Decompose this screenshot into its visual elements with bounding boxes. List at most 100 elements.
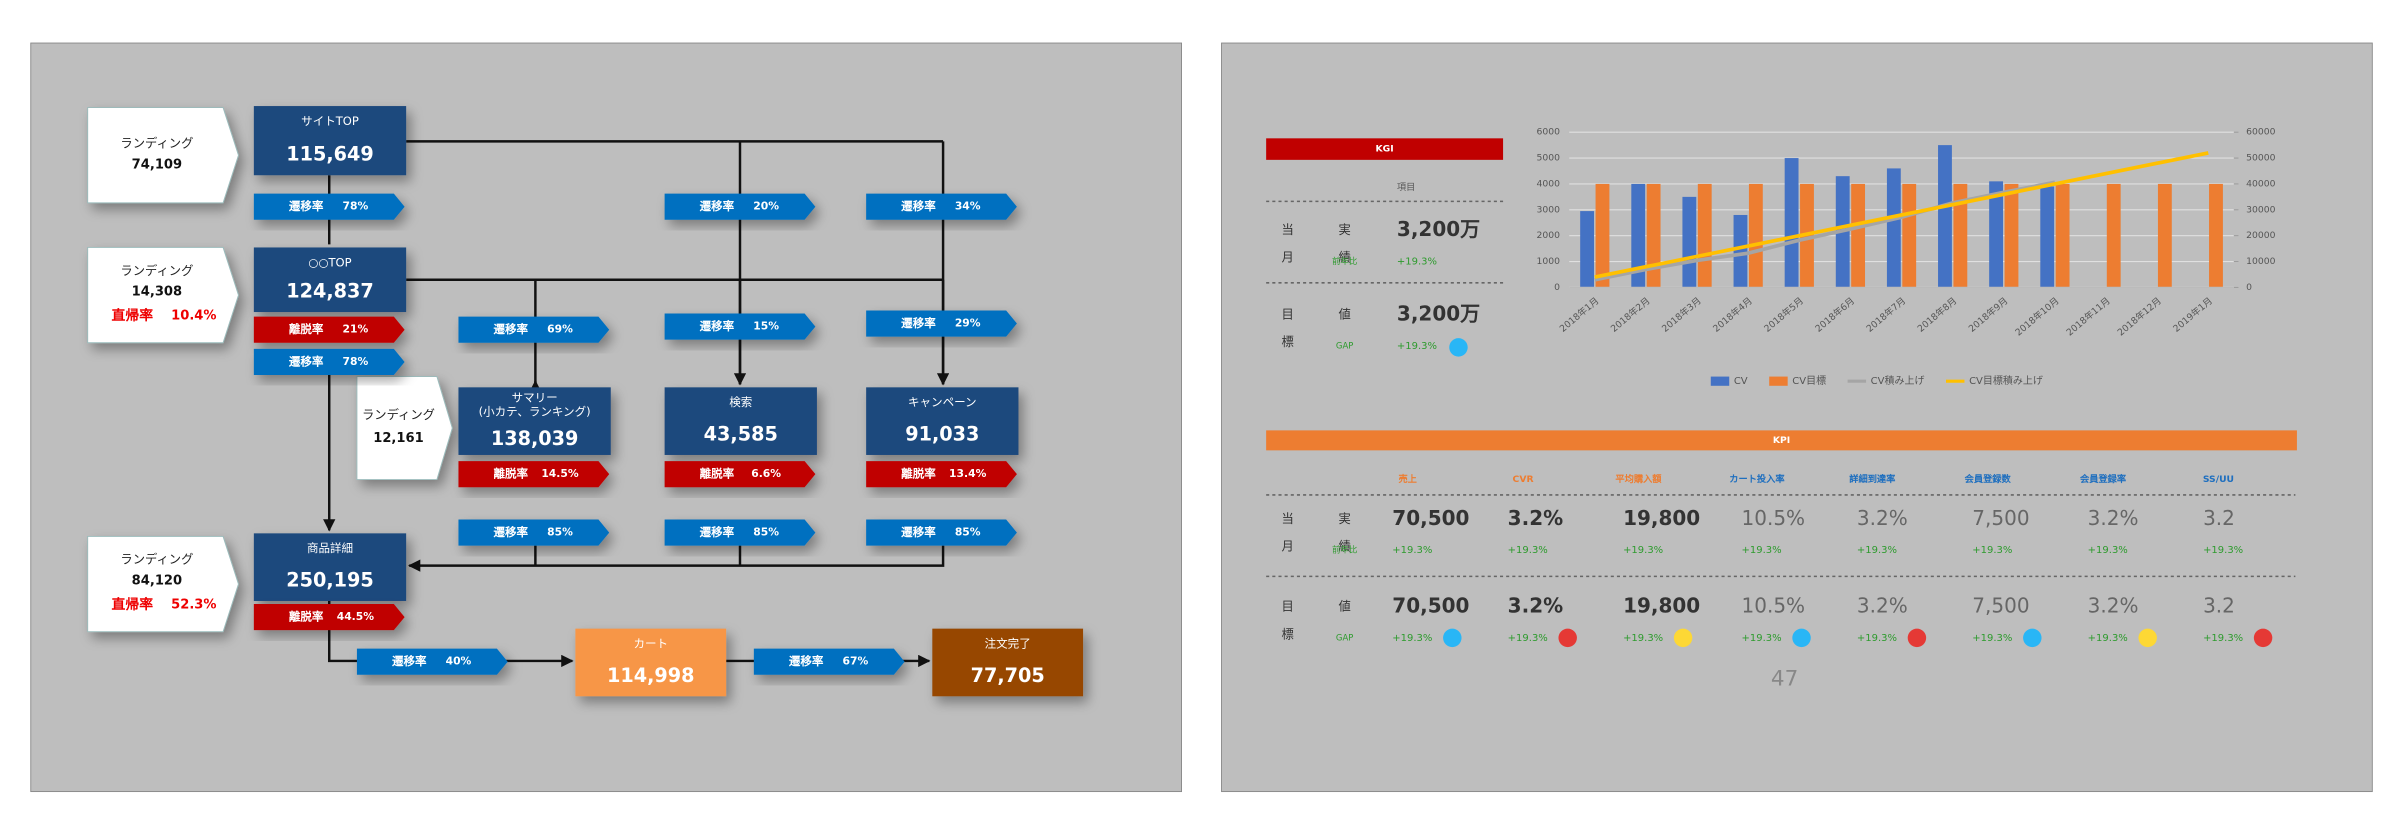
page-value: 124,837 [286,280,374,303]
kpi-value: 3.2% [2088,506,2139,530]
bar [2106,183,2121,288]
y2-tick-label: 30000 [2246,204,2275,215]
y-tick-label: 3000 [1537,204,1561,215]
page-value: 77,705 [971,664,1045,687]
kpi-sub: +19.3% [2088,633,2128,644]
rate-chevron [458,519,610,546]
rate-value: 34% [955,200,981,213]
bar [2055,183,2070,288]
page-box [253,533,407,601]
page-box [575,628,727,697]
rate-chevron [253,193,405,220]
period: 目 [1282,308,1294,322]
kgi-value: 3,200万 [1397,217,1480,241]
bar [1733,214,1748,288]
rate-chevron [866,193,1017,220]
bar [1851,183,1866,288]
sub-label: GAP [1336,632,1353,642]
rate-label: 離脱率 [901,467,936,481]
period: 標 [1282,627,1294,641]
rate-label: 遷移率 [493,525,528,539]
y2-tick-label: 50000 [2246,153,2275,164]
rate-value: 20% [753,200,779,213]
row-label: 績 [1338,540,1350,554]
kpi-value: 3.2% [2088,594,2139,618]
row-label: 績 [1338,251,1350,265]
bar [1646,183,1661,288]
bar [2004,183,2019,288]
kpi-value: 19,800 [1623,594,1700,618]
page-name: ○○TOP [308,255,351,269]
status-icon [1443,628,1462,648]
rate-label: 遷移率 [289,354,324,368]
y-tick-label: 5000 [1537,153,1561,164]
rate-chevron [664,313,816,340]
page-box [932,628,1084,697]
rate-chevron [253,348,405,376]
page-box [253,106,407,176]
bounce-label: 直帰率 [112,596,154,613]
legend-label: CV目標 [1792,374,1826,387]
page-box [458,387,611,455]
rate-value: 67% [843,655,869,668]
sub-value: +19.3% [1397,341,1437,352]
rate-value: 15% [753,320,779,333]
sub-label: 前年比 [1332,545,1357,555]
y2-tick-label: 0 [2246,282,2252,293]
page-name: カート [633,637,668,651]
bar [1697,183,1712,288]
rate-label: 遷移率 [789,654,824,668]
line-series [1594,151,2209,279]
period: 当 [1282,223,1294,237]
page-name: 検索 [729,395,752,409]
bar [2209,183,2223,288]
kpi-sub: +19.3% [1392,545,1432,556]
landing-label: ランディング [120,263,193,278]
kpi-sub: +19.3% [2088,545,2128,556]
kpi-sub: +19.3% [1857,545,1897,556]
landing-shape [87,247,239,344]
y2-tick-label: 20000 [2246,230,2275,241]
page-box [253,247,407,313]
rate-value: 85% [955,526,981,539]
y2-tick-label: 60000 [2246,127,2275,138]
status-icon [2138,628,2157,648]
rate-label: 遷移率 [901,316,936,330]
bar [1784,158,1799,288]
bar [1748,183,1763,288]
bounce-value: 10.4% [171,309,216,324]
rate-chevron [866,461,1017,488]
rate-chevron [356,648,508,675]
rate-chevron [253,604,405,631]
rate-chevron [753,648,905,675]
page-number: 47 [1771,666,1798,691]
landing-shape [87,107,239,204]
status-icon [1673,628,1693,648]
kpi-header: 平均購入額 [1615,473,1662,485]
kpi-value: 3.2 [2203,594,2235,618]
kpi-value: 3.2% [1508,506,1563,530]
connector [409,545,945,566]
kpi-value: 10.5% [1742,594,1806,618]
period: 標 [1282,335,1294,349]
rate-value: 78% [343,355,369,368]
sub-label: 前年比 [1332,256,1357,266]
page-name: 注文完了 [985,637,1031,651]
bar [1595,183,1610,288]
rate-value: 6.6% [751,467,781,480]
kpi-value: 19,800 [1623,506,1700,530]
kpi-header: カート投入率 [1729,473,1784,485]
kpi-sub: +19.3% [1742,633,1782,644]
legend-swatch [1769,376,1788,386]
bar [1580,211,1595,288]
landing-value: 14,308 [132,285,182,300]
kgi-value: 3,200万 [1397,302,1480,326]
rate-chevron [664,519,816,546]
rate-value: 85% [547,526,573,539]
bar [2157,183,2172,288]
rate-chevron [458,316,610,343]
period: 月 [1282,540,1294,554]
row-label: 値 [1338,599,1350,614]
rate-value: 14.5% [541,467,579,480]
status-icon [2023,628,2042,648]
